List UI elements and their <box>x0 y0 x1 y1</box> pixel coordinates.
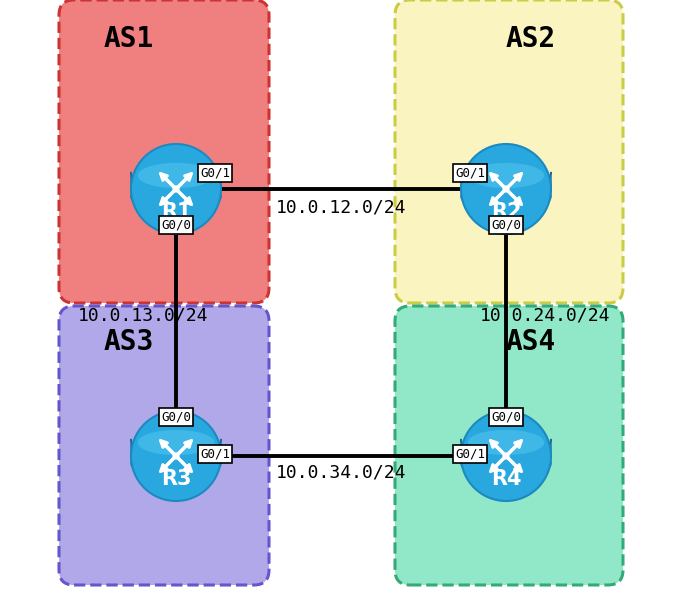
FancyBboxPatch shape <box>395 0 623 303</box>
Text: R3: R3 <box>161 469 191 490</box>
Polygon shape <box>131 172 221 203</box>
Ellipse shape <box>461 179 551 213</box>
Ellipse shape <box>468 163 545 188</box>
Circle shape <box>131 144 221 234</box>
Circle shape <box>503 452 510 460</box>
Ellipse shape <box>131 179 221 213</box>
Circle shape <box>503 185 510 193</box>
Text: G0/0: G0/0 <box>161 218 191 232</box>
Text: G0/1: G0/1 <box>200 448 230 461</box>
Text: G0/1: G0/1 <box>455 448 485 461</box>
Polygon shape <box>131 439 221 470</box>
Circle shape <box>131 411 221 501</box>
FancyBboxPatch shape <box>59 0 269 303</box>
Ellipse shape <box>131 446 221 480</box>
Circle shape <box>461 144 551 234</box>
Circle shape <box>172 185 180 193</box>
Text: G0/0: G0/0 <box>491 410 521 424</box>
Text: AS3: AS3 <box>104 328 154 356</box>
Text: R4: R4 <box>491 469 522 490</box>
Text: G0/1: G0/1 <box>200 166 230 179</box>
FancyBboxPatch shape <box>395 306 623 585</box>
Text: 10.0.13.0/24: 10.0.13.0/24 <box>78 306 209 324</box>
Text: 10.0.34.0/24: 10.0.34.0/24 <box>276 463 406 481</box>
Polygon shape <box>461 439 551 470</box>
Text: AS2: AS2 <box>506 25 556 53</box>
Ellipse shape <box>138 430 214 455</box>
Circle shape <box>461 411 551 501</box>
Text: G0/1: G0/1 <box>455 166 485 179</box>
Ellipse shape <box>138 163 214 188</box>
Circle shape <box>172 452 180 460</box>
Polygon shape <box>461 172 551 203</box>
Text: R2: R2 <box>491 202 522 223</box>
Ellipse shape <box>461 446 551 480</box>
FancyBboxPatch shape <box>59 306 269 585</box>
Text: AS1: AS1 <box>104 25 154 53</box>
Text: R1: R1 <box>161 202 191 223</box>
Text: AS4: AS4 <box>506 328 556 356</box>
Ellipse shape <box>468 430 545 455</box>
Text: G0/0: G0/0 <box>161 410 191 424</box>
Text: 10.0.24.0/24: 10.0.24.0/24 <box>480 306 610 324</box>
Text: G0/0: G0/0 <box>491 218 521 232</box>
Text: 10.0.12.0/24: 10.0.12.0/24 <box>276 198 406 216</box>
